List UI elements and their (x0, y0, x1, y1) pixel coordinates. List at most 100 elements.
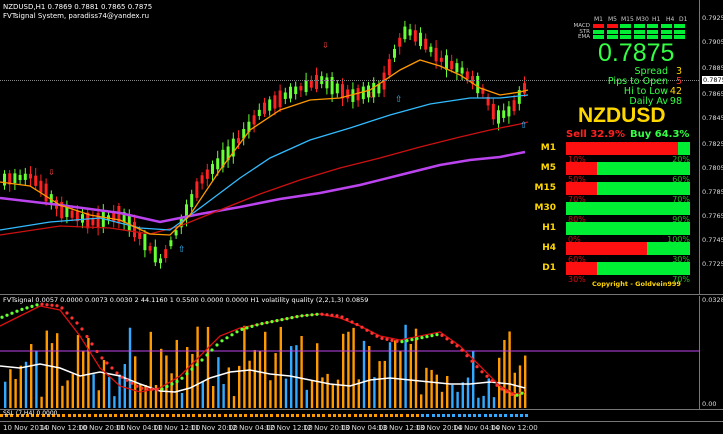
candle-body (263, 102, 266, 114)
histogram-bar (451, 384, 454, 408)
volatility-subchart[interactable] (0, 296, 699, 410)
buy-arrow-icon: ⇧ (395, 95, 403, 105)
candle-body (164, 249, 168, 259)
histogram-bar (66, 380, 69, 408)
signal-dot (140, 386, 144, 390)
ssl-mark (317, 414, 321, 417)
ssl-mark (478, 414, 482, 417)
ssl-mark (306, 414, 310, 417)
ssl-mark (499, 414, 503, 417)
buy-bar (597, 262, 690, 275)
histogram-bar (196, 326, 199, 408)
signal-dot (415, 337, 419, 341)
buy-pct: 90% (672, 215, 690, 224)
candle-body (127, 215, 131, 232)
signal-dot (375, 334, 379, 338)
signal-dot (110, 366, 114, 370)
signal-dot (410, 338, 414, 342)
signal-dot (195, 363, 199, 367)
signal-dot (155, 388, 159, 392)
time-tick: 10 Nov 2014 (3, 424, 48, 432)
signal-dot (35, 303, 39, 307)
signal-dot (150, 387, 154, 391)
ssl-mark (400, 414, 404, 417)
signal-dot (485, 374, 489, 378)
sell-bar (566, 182, 597, 195)
candle-body (398, 37, 402, 47)
candle-body (424, 38, 428, 50)
signal-dot (255, 323, 259, 327)
signal-dot (65, 311, 69, 315)
sell-arrow-icon: ⇩ (48, 168, 55, 177)
histogram-bar (4, 381, 7, 408)
ssl-mark (208, 414, 211, 417)
histogram-bar (300, 335, 303, 408)
histogram-bar (212, 385, 215, 408)
candle-body (60, 201, 64, 219)
candle-body (226, 146, 230, 161)
histogram-bar (191, 353, 194, 408)
ssl-mark (88, 414, 92, 417)
ssl-mark (72, 414, 76, 417)
histogram-bar (76, 335, 80, 408)
sell-pct: 70% (568, 195, 586, 204)
ssl-mark (228, 414, 232, 417)
histogram-bar (482, 395, 485, 408)
candle-body (523, 83, 526, 94)
signal-dot (285, 317, 289, 321)
histogram-bar (50, 343, 54, 408)
candle-body (377, 84, 381, 94)
candle-body (408, 29, 412, 36)
histogram-bar (56, 333, 59, 408)
signal-dot (135, 384, 139, 388)
candle-body (455, 63, 459, 73)
ssl-mark (296, 414, 300, 417)
candle-body (169, 240, 173, 247)
tf-label: M5 (540, 163, 556, 173)
candle-body (247, 121, 251, 132)
signal-dot (470, 359, 474, 363)
current-price-tag: 0.7875 (702, 76, 723, 84)
buy-bar (677, 142, 690, 155)
ssl-mark (249, 414, 253, 417)
signal-dot (30, 304, 34, 308)
ssl-mark (156, 414, 159, 417)
ssl-mark (265, 414, 269, 417)
signal-dot (180, 376, 184, 380)
ssl-label: SSL (7,H4) 0.0000 (3, 410, 58, 417)
ssl-mark (5, 414, 9, 417)
stat-value: 5 (675, 76, 682, 87)
ssl-mark (494, 414, 497, 417)
ssl-mark (20, 414, 24, 417)
time-tick: 11 Nov 20:00 (190, 424, 238, 432)
signal-dot (265, 321, 269, 325)
ssl-mark (176, 414, 180, 417)
signal-dot (360, 325, 364, 329)
histogram-bar (477, 397, 480, 408)
main-price-chart[interactable]: ⇧ ⇧ ⇧ ⇩ ⇩ ⇩ (0, 0, 699, 294)
histogram-bar (258, 350, 262, 408)
candle-body (460, 67, 464, 74)
histogram-bar (362, 340, 366, 408)
signal-dot (350, 320, 354, 324)
ssl-mark (286, 414, 289, 417)
signal-dot (325, 313, 329, 317)
price-tick: 0.7805 (702, 164, 723, 172)
buy-pct: 20% (672, 155, 690, 164)
histogram-bar (524, 355, 527, 408)
tf-label: H1 (542, 223, 556, 233)
histogram-bar (30, 344, 33, 408)
signal-dot (355, 322, 359, 327)
ssl-mark (379, 414, 383, 417)
ssl-mark (46, 414, 50, 417)
histogram-bar (102, 360, 106, 408)
time-tick: 10 Nov 20:00 (78, 424, 126, 432)
signal-dot (20, 307, 24, 311)
candle-body (419, 32, 422, 46)
ssl-mark (145, 414, 149, 417)
signal-dot (245, 326, 249, 330)
histogram-bar (253, 350, 256, 408)
sell-pct: 0% (568, 235, 581, 244)
histogram-bar (238, 365, 241, 408)
histogram-bar (508, 331, 511, 408)
